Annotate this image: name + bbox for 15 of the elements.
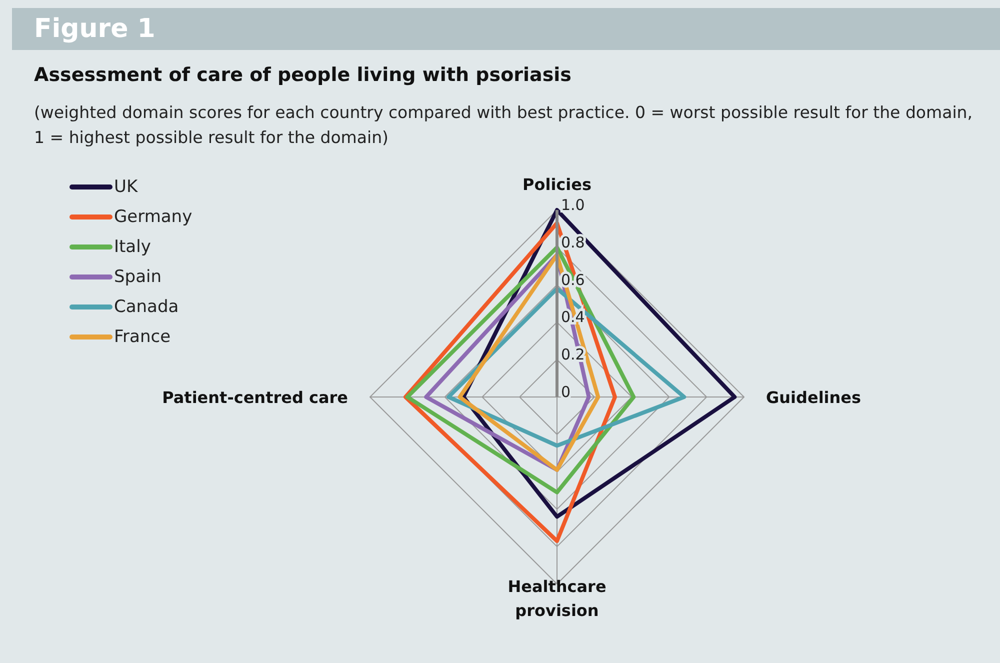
- chart-subtitle: (weighted domain scores for each country compared with best practice. 0 = worst possible result for the domain, 1 = highest possible result for the domain): [34, 102, 974, 149]
- legend-label: Spain: [114, 267, 162, 287]
- spoke-label: Guidelines: [766, 388, 862, 407]
- legend-label: France: [114, 327, 171, 347]
- legend-label: Canada: [114, 297, 179, 317]
- caption: Figure 1: [12, 8, 1000, 50]
- legend-label: Italy: [114, 237, 151, 257]
- chart-title: Assessment of care of people living with psoriasis: [34, 64, 572, 86]
- legend-label: Germany: [114, 207, 192, 227]
- spoke-label: Healthcare provision: [508, 577, 606, 620]
- spoke-label: Patient-centred care: [162, 388, 348, 407]
- legend-label: UK: [114, 177, 138, 197]
- y-tick-label: 0: [561, 383, 571, 401]
- spoke-label: Policies: [522, 175, 592, 194]
- y-tick-label: 1.0: [561, 196, 585, 214]
